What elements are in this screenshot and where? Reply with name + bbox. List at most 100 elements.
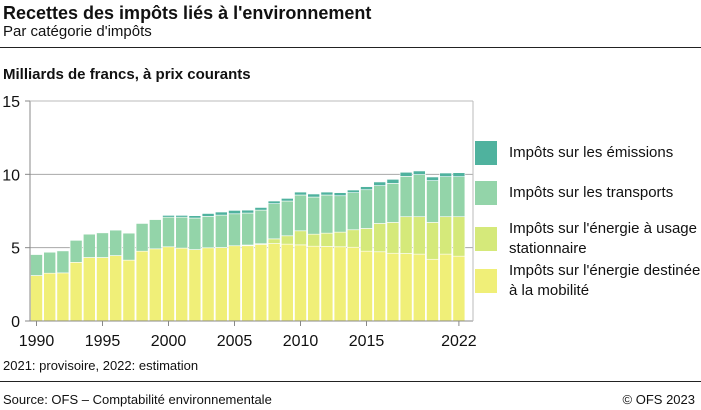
bar-segment	[280, 243, 294, 322]
y-tick-label: 0	[11, 314, 20, 331]
y-axis-label: Milliards de francs, à prix courants	[3, 66, 251, 83]
bar-segment	[399, 171, 413, 177]
bar-segment	[96, 257, 109, 322]
bar-segment	[439, 216, 453, 255]
bar-segment	[399, 253, 413, 322]
x-tick-label: 1990	[19, 333, 55, 350]
bar-segment	[267, 203, 281, 240]
bar-segment	[175, 247, 188, 322]
bar-segment	[280, 200, 294, 237]
bar-segment	[83, 257, 96, 322]
bar-segment	[307, 193, 321, 198]
legend-label: Impôts sur l'énergie à usage stationnair…	[509, 220, 697, 257]
bar-segment	[426, 180, 439, 223]
bar-segment	[320, 194, 334, 234]
bar-segment	[149, 219, 162, 250]
source: Source: OFS – Comptabilité environnement…	[3, 392, 272, 407]
bar-segment	[175, 216, 188, 249]
bar-segment	[333, 192, 347, 197]
bar-segment	[386, 252, 400, 322]
bar-segment	[294, 194, 307, 232]
x-tick-label: 2015	[349, 333, 385, 350]
bar-segment	[386, 183, 400, 223]
bar-segment	[228, 210, 241, 215]
bar-segment	[439, 176, 453, 218]
bar-segment	[346, 246, 360, 322]
legend-swatch	[475, 227, 497, 251]
bar-segment	[399, 176, 413, 218]
bar-segment	[386, 222, 400, 254]
bar-segment	[83, 233, 96, 258]
bar-segment	[412, 216, 426, 255]
bar-segment	[188, 249, 202, 322]
bar-segment	[69, 262, 83, 322]
bar-segment	[412, 253, 426, 322]
bar-segment	[254, 244, 268, 322]
bar-segment	[294, 230, 307, 246]
y-tick-label: 10	[2, 167, 20, 184]
bar-segment	[386, 179, 400, 184]
bar-segment	[360, 250, 373, 322]
bar-segment	[307, 245, 321, 322]
bar-segment	[241, 245, 254, 322]
bar-segment	[373, 251, 387, 322]
bar-segment	[346, 192, 360, 231]
bar-segment	[267, 200, 281, 204]
bar-segment	[122, 232, 136, 261]
bar-segment	[162, 215, 175, 218]
x-tick-label: 2005	[217, 333, 253, 350]
bar-segment	[452, 172, 466, 177]
bar-segment	[30, 275, 43, 322]
bar-segment	[109, 229, 122, 256]
bar-segment	[201, 216, 215, 249]
y-tick-label: 5	[11, 241, 20, 258]
bar-segment	[439, 172, 453, 177]
bar-segment	[254, 209, 268, 245]
bar-segment	[412, 170, 426, 175]
legend-swatch	[475, 269, 497, 293]
bar-segment	[56, 272, 70, 322]
divider	[0, 381, 701, 382]
legend-item-emissions: Impôts sur les émissions	[475, 141, 701, 165]
bar-segment	[426, 258, 439, 322]
bar-segment	[149, 248, 162, 322]
bar-segment	[320, 232, 334, 247]
bar-segment	[346, 189, 360, 193]
bar-segment	[162, 246, 175, 322]
bar-segment	[307, 196, 321, 235]
bar-segment	[373, 223, 387, 253]
legend-label: Impôts sur les émissions	[509, 144, 674, 161]
bar-segment	[426, 222, 439, 260]
x-tick-label: 1995	[85, 333, 121, 350]
bar-segment	[452, 216, 466, 257]
bar-segment	[360, 228, 373, 252]
legend-item-mobilite: Impôts sur l'énergie destinée à la mobil…	[475, 261, 701, 301]
bar-segment	[360, 189, 373, 229]
bar-segment	[426, 176, 439, 181]
bar-segment	[320, 191, 334, 196]
bar-segment	[122, 259, 136, 322]
bar-segment	[254, 207, 268, 211]
bar-segment	[267, 238, 281, 244]
copyright: © OFS 2023	[622, 392, 695, 407]
bar-segment	[280, 198, 294, 202]
y-tick-label: 15	[2, 94, 20, 111]
bar-segment	[333, 195, 347, 233]
bar-segment	[333, 231, 347, 248]
bar-segment	[241, 212, 254, 246]
bar-segment	[109, 255, 122, 322]
bar-segment	[346, 229, 360, 248]
bar-segment	[333, 246, 347, 322]
legend-label: Impôts sur les transports	[509, 184, 674, 201]
bar-segment	[360, 186, 373, 191]
bar-segment	[373, 185, 387, 224]
legend-label: Impôts sur l'énergie destinée à la mobil…	[509, 262, 701, 299]
bar-segment	[399, 216, 413, 254]
bar-segment	[188, 215, 202, 219]
bar-segment	[267, 243, 281, 322]
legend-swatch	[475, 181, 497, 205]
bar-segment	[320, 246, 334, 322]
bar-segment	[96, 232, 109, 258]
